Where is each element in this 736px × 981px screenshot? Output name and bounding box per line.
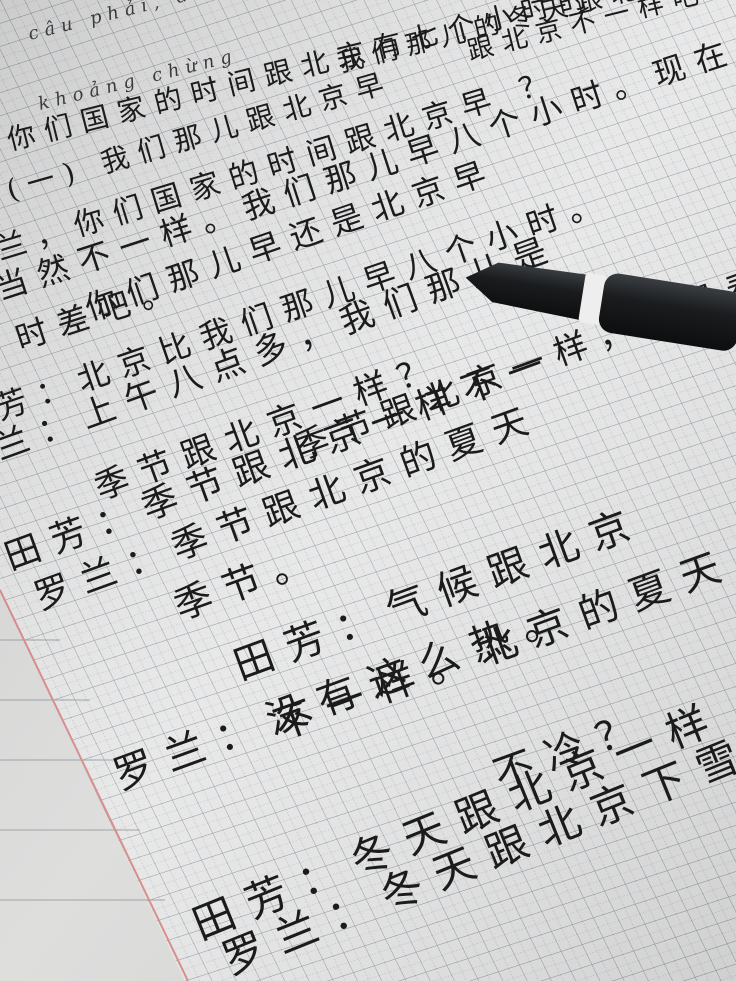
pen-tip [465, 262, 588, 321]
pen [465, 262, 736, 351]
pen-body [598, 273, 736, 351]
